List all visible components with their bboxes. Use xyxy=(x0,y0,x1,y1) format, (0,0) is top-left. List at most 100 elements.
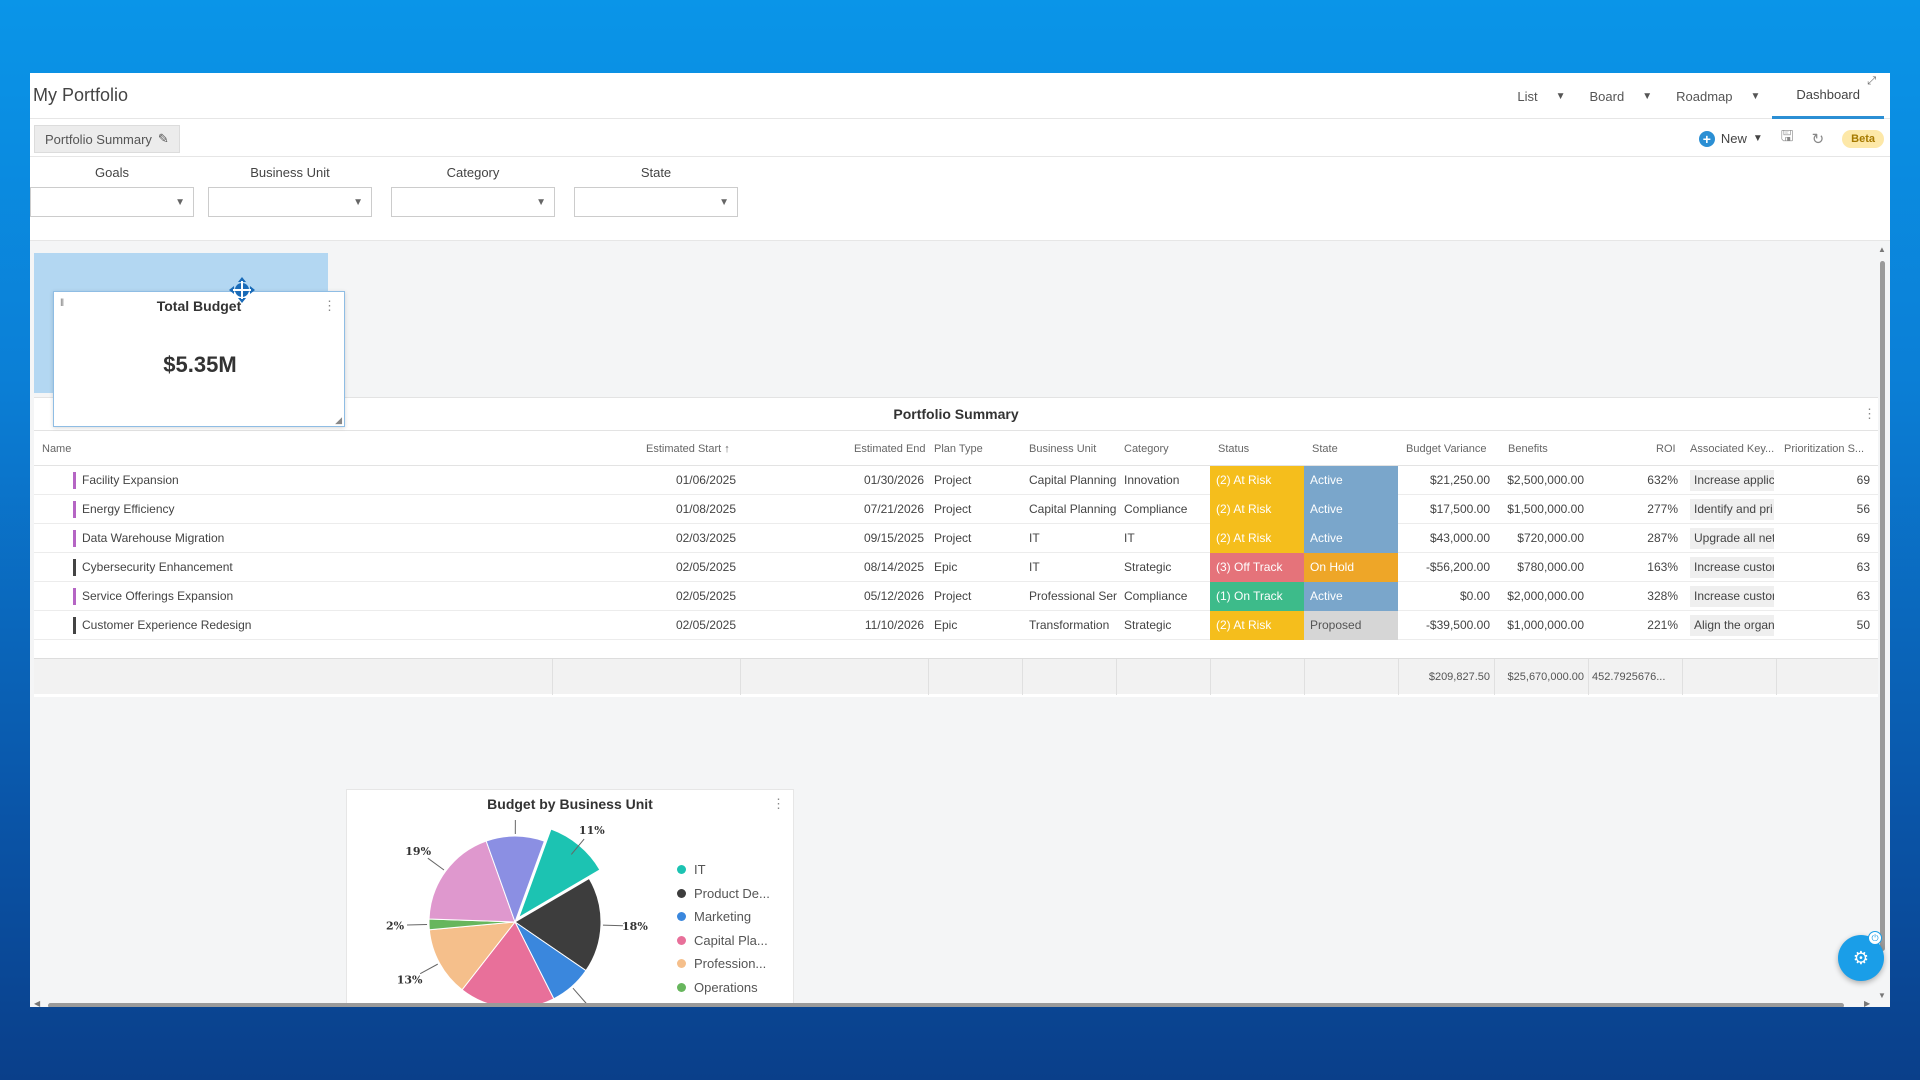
total-budget-card[interactable]: ‖ Total Budget ⋮ $5.35M ◢ xyxy=(53,291,345,427)
table-row[interactable]: Energy Efficiency 01/08/2025 07/21/2026 Pro… xyxy=(34,495,1878,524)
col-header-roi[interactable]: ROI xyxy=(1656,443,1676,455)
pie-data-label: 19% xyxy=(405,845,431,858)
scroll-up-icon[interactable]: ▲ xyxy=(1878,245,1886,254)
vertical-scrollbar[interactable]: ▲ ▼ xyxy=(1878,245,1886,1000)
scrollbar-thumb[interactable] xyxy=(48,1003,1844,1007)
goals-select[interactable]: ▼ xyxy=(30,187,194,217)
legend-item[interactable]: Profession... xyxy=(677,952,771,976)
power-icon[interactable]: ⏻ xyxy=(1868,931,1882,945)
legend-item[interactable]: Product De... xyxy=(677,882,771,906)
cell-estimated-end: 07/21/2026 xyxy=(863,502,924,516)
dashboard-tab-label: Portfolio Summary xyxy=(45,131,152,147)
pencil-icon[interactable]: ✎ xyxy=(157,131,169,146)
cell-name[interactable]: Service Offerings Expansion xyxy=(82,589,234,603)
legend-label: Profession... xyxy=(694,956,767,972)
cell-estimated-end: 01/30/2026 xyxy=(863,473,924,487)
pie-slice[interactable] xyxy=(428,921,517,991)
table-row[interactable]: Customer Experience Redesign 02/05/2025 11… xyxy=(34,611,1878,640)
cell-estimated-start: 02/05/2025 xyxy=(675,589,736,603)
business-unit-select[interactable]: ▼ xyxy=(208,187,372,217)
scroll-left-icon[interactable]: ◀ xyxy=(34,999,41,1007)
view-tab-dashboard[interactable]: Dashboard xyxy=(1772,73,1884,119)
col-header-benefits[interactable]: Benefits xyxy=(1508,443,1548,455)
pie-slice[interactable] xyxy=(461,921,555,1007)
col-header-name[interactable]: Name xyxy=(42,443,72,455)
legend-item[interactable]: Operations xyxy=(677,976,771,1000)
new-button[interactable]: + New ▼ xyxy=(1698,130,1763,147)
col-header-status[interactable]: Status xyxy=(1218,443,1250,455)
table-row[interactable]: Data Warehouse Migration 02/03/2025 09/15/… xyxy=(34,524,1878,553)
cell-associated-key: Align the organ xyxy=(1690,615,1774,636)
scrollbar-thumb[interactable] xyxy=(1880,261,1885,951)
cell-name[interactable]: Energy Efficiency xyxy=(82,502,175,516)
pie-slice[interactable] xyxy=(428,840,516,923)
legend-item[interactable]: Marketing xyxy=(677,905,771,929)
horizontal-scrollbar[interactable]: ◀ ▶ xyxy=(34,999,1874,1007)
cell-roi: 221% xyxy=(1647,618,1678,632)
category-select[interactable]: ▼ xyxy=(391,187,555,217)
row-color-bar xyxy=(73,472,76,489)
caret-down-icon[interactable]: ▼ xyxy=(1555,90,1566,102)
cell-budget-variance: $0.00 xyxy=(1459,589,1490,603)
drag-grip-icon[interactable]: ‖ xyxy=(60,298,65,309)
table-row[interactable]: Facility Expansion 01/06/2025 01/30/2026 Pr… xyxy=(34,466,1878,495)
col-header-estimated-end[interactable]: Estimated End xyxy=(854,443,926,455)
view-tab-list[interactable]: List ▼ xyxy=(1505,73,1577,119)
refresh-icon[interactable]: ↻ xyxy=(1811,130,1825,148)
cell-benefits: $2,000,000.00 xyxy=(1507,589,1584,603)
col-header-category[interactable]: Category xyxy=(1124,443,1169,455)
view-tab-roadmap[interactable]: Roadmap ▼ xyxy=(1664,73,1772,119)
cell-benefits: $2,500,000.00 xyxy=(1507,473,1584,487)
table-row[interactable]: Service Offerings Expansion 02/05/2025 05/… xyxy=(34,582,1878,611)
cell-estimated-end: 11/10/2026 xyxy=(864,618,924,632)
pie-slice[interactable] xyxy=(485,835,546,924)
legend-item[interactable]: IT xyxy=(677,858,771,882)
col-header-budget-variance[interactable]: Budget Variance xyxy=(1406,443,1487,455)
filter-category: Category ▼ xyxy=(391,165,555,217)
cell-name[interactable]: Facility Expansion xyxy=(82,473,179,487)
state-badge: On Hold xyxy=(1304,553,1398,582)
status-badge: (2) At Risk xyxy=(1210,611,1304,640)
cell-category: Strategic xyxy=(1124,618,1172,632)
pie-data-label: 18% xyxy=(622,920,648,933)
legend-item[interactable]: Capital Pla... xyxy=(677,929,771,953)
more-options-icon[interactable]: ⋮ xyxy=(772,796,785,811)
pie-leader-line xyxy=(419,963,438,975)
table-row[interactable]: Cybersecurity Enhancement 02/05/2025 08/14… xyxy=(34,553,1878,582)
caret-down-icon[interactable]: ▼ xyxy=(1642,90,1653,102)
toolbar: Portfolio Summary ✎ + New ▼ 🖫 ↻ Beta xyxy=(30,119,1890,157)
plus-icon: + xyxy=(1698,130,1715,147)
resize-handle-icon[interactable]: ◢ xyxy=(335,415,342,425)
col-header-prioritization[interactable]: Prioritization S... xyxy=(1784,443,1865,455)
view-tab-board[interactable]: Board ▼ xyxy=(1578,73,1665,119)
pie-slice[interactable] xyxy=(514,877,602,972)
legend-label: Product De... xyxy=(694,885,770,901)
more-options-icon[interactable]: ⋮ xyxy=(1863,406,1876,421)
col-header-state[interactable]: State xyxy=(1312,443,1338,455)
save-icon[interactable]: 🖫 xyxy=(1780,128,1794,145)
caret-down-icon[interactable]: ▼ xyxy=(1750,90,1761,102)
card-title: Total Budget xyxy=(156,298,242,314)
filter-label: Goals xyxy=(95,165,129,180)
cell-associated-key: Upgrade all net xyxy=(1690,528,1774,549)
more-options-icon[interactable]: ⋮ xyxy=(323,298,336,313)
view-tab-label: Dashboard xyxy=(1796,87,1860,102)
scroll-right-icon[interactable]: ▶ xyxy=(1864,999,1871,1007)
col-header-associated-key[interactable]: Associated Key... xyxy=(1690,443,1775,455)
cell-name[interactable]: Data Warehouse Migration xyxy=(82,531,225,545)
col-header-business-unit[interactable]: Business Unit xyxy=(1029,443,1097,455)
cell-name[interactable]: Customer Experience Redesign xyxy=(82,618,252,632)
cell-budget-variance: $21,250.00 xyxy=(1429,473,1490,487)
cell-estimated-end: 08/14/2025 xyxy=(863,560,924,574)
scroll-down-icon[interactable]: ▼ xyxy=(1878,991,1886,1000)
dashboard-tab-portfolio-summary[interactable]: Portfolio Summary ✎ xyxy=(34,125,180,153)
col-header-estimated-start[interactable]: Estimated Start ↑ xyxy=(646,443,730,455)
cell-name[interactable]: Cybersecurity Enhancement xyxy=(82,560,233,574)
caret-down-icon[interactable]: ▼ xyxy=(1752,133,1763,144)
col-header-plan-type[interactable]: Plan Type xyxy=(934,443,983,455)
legend-dot xyxy=(677,959,686,969)
state-select[interactable]: ▼ xyxy=(574,187,738,217)
cell-category: Strategic xyxy=(1124,560,1172,574)
expand-icon[interactable]: ⤢ xyxy=(1867,75,1876,87)
cell-budget-variance: -$56,200.00 xyxy=(1425,560,1490,574)
